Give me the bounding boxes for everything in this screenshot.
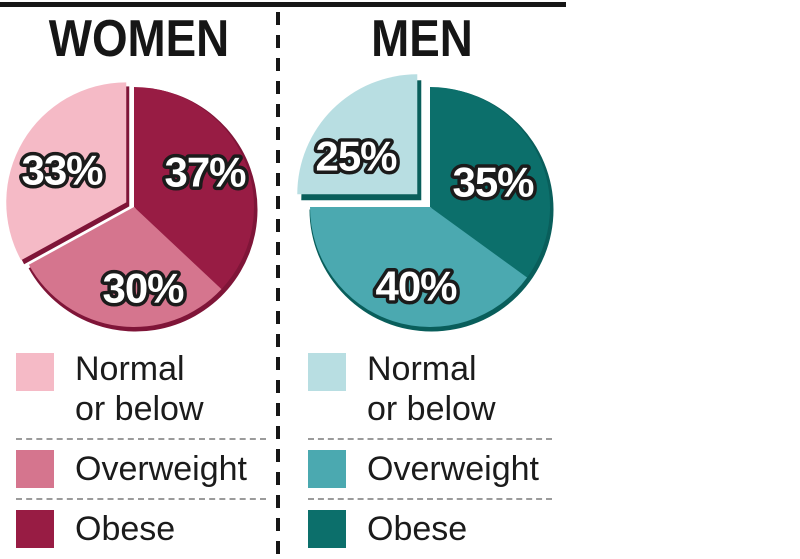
legend-item-label: Normal or below (75, 350, 204, 428)
legend-item-label: Obese (75, 510, 176, 548)
pie-slice-obese (134, 87, 255, 290)
women-legend: Normal or below Overweight Obese (0, 340, 278, 558)
men-panel: MEN 35% 40% 25% Normal or below Overweight Ob… (278, 0, 566, 559)
pie-slice-obese (430, 87, 550, 278)
pie-slice-normal-or-below (297, 74, 418, 195)
legend-swatch-icon (308, 450, 346, 488)
legend-separator (16, 498, 266, 500)
legend-item-overweight: Overweight (278, 440, 566, 498)
legend-separator (308, 498, 552, 500)
legend-item-label: Overweight (367, 450, 539, 488)
legend-item-normal-or-below: Normal or below (278, 340, 566, 438)
women-panel: WOMEN 37% 30% 33% Normal or below Overweight… (0, 0, 278, 559)
legend-swatch-icon (16, 353, 54, 391)
panel-divider-dashed-line (276, 12, 280, 555)
top-rule (0, 2, 566, 7)
legend-swatch-icon (16, 510, 54, 548)
legend-swatch-icon (16, 450, 54, 488)
legend-swatch-icon (308, 353, 346, 391)
men-title: MEN (371, 10, 473, 68)
slice-percent-label: 30% (102, 265, 184, 312)
legend-item-obese: Obese (278, 500, 566, 558)
pie-slice-overweight (28, 207, 222, 328)
slice-percent-label: 35% (452, 159, 534, 206)
legend-item-label: Normal or below (367, 350, 496, 428)
legend-item-overweight: Overweight (0, 440, 278, 498)
legend-item-obese: Obese (0, 500, 278, 558)
slice-percent-label: 40% (375, 263, 457, 310)
legend-separator (16, 438, 266, 440)
pie-slice-normal-or-below (6, 82, 127, 261)
women-pie-chart: 37% 30% 33% (6, 82, 258, 332)
women-title: WOMEN (48, 10, 230, 68)
slice-percent-label: 33% (21, 147, 103, 194)
legend-swatch-icon (308, 510, 346, 548)
legend-item-normal-or-below: Normal or below (0, 340, 278, 438)
legend-separator (308, 438, 552, 440)
legend-item-label: Obese (367, 510, 468, 548)
pie-slice-overweight (310, 207, 528, 328)
legend-item-label: Overweight (75, 450, 247, 488)
men-pie-chart: 35% 40% 25% (297, 74, 554, 332)
slice-percent-label: 25% (315, 133, 397, 180)
slice-percent-label: 37% (164, 149, 246, 196)
men-legend: Normal or below Overweight Obese (278, 340, 566, 558)
